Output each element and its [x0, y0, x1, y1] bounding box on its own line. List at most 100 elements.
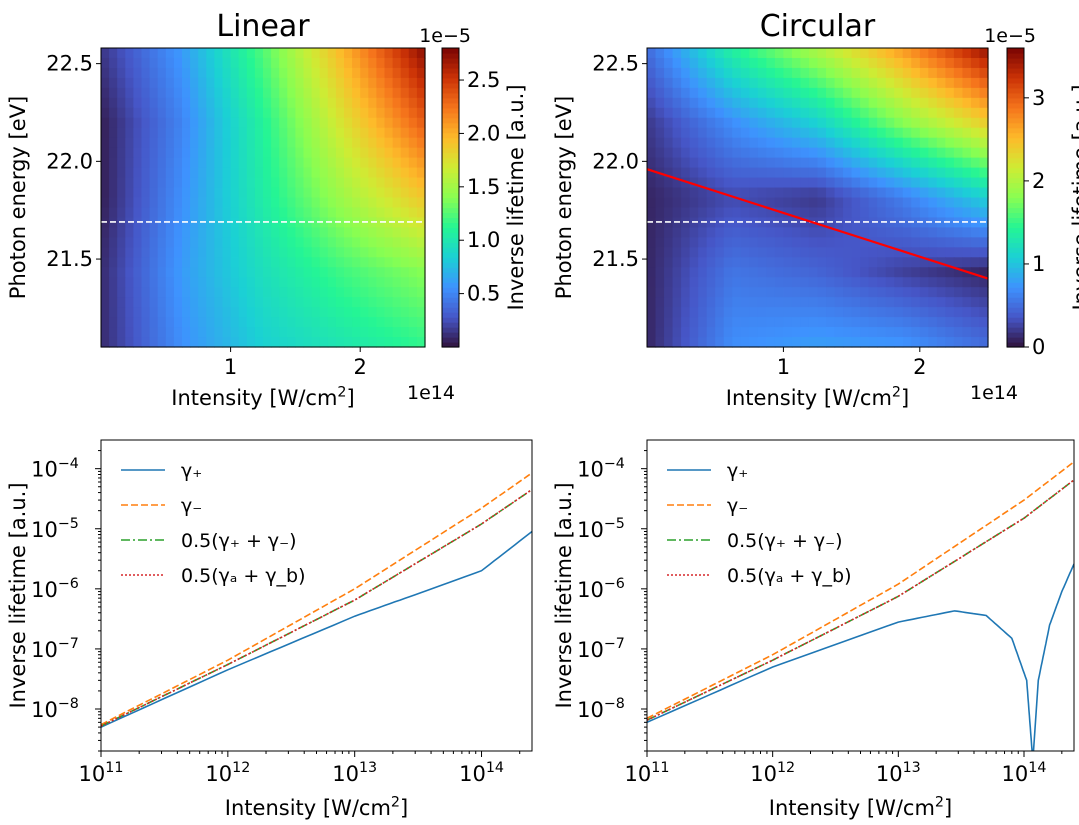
- heatmap-cell: [970, 77, 981, 89]
- heatmap-cell: [834, 48, 844, 59]
- heatmap-cell: [222, 48, 232, 59]
- heatmap-cell: [376, 147, 386, 159]
- heatmap-cell: [681, 327, 691, 338]
- heatmap-cell: [271, 247, 280, 258]
- heatmap-cell: [222, 147, 232, 159]
- heatmap-cell: [303, 97, 313, 109]
- heatmap-cell: [400, 117, 410, 129]
- heatmap-cell: [783, 57, 793, 69]
- colorbar-cell: [442, 57, 459, 64]
- heatmap-cell: [919, 167, 929, 179]
- heatmap-cell: [885, 67, 895, 79]
- heatmap-cell: [774, 87, 784, 99]
- heatmap-cell: [655, 147, 665, 159]
- heatmap-cell: [149, 48, 159, 59]
- colorbar-cell: [1007, 262, 1024, 268]
- heatmap-cell: [311, 257, 321, 268]
- heatmap-cell: [360, 137, 369, 149]
- heatmap-cell: [335, 247, 345, 258]
- heatmap-cell: [774, 177, 784, 189]
- heatmap-cell: [783, 177, 793, 189]
- heatmap-cell: [214, 127, 224, 139]
- heatmap-cell: [222, 277, 232, 288]
- heatmap-cell: [368, 57, 377, 69]
- series-group: [101, 472, 532, 728]
- heatmap-cell: [182, 107, 191, 119]
- heatmap-cell: [689, 267, 699, 278]
- heatmap-cell: [664, 297, 674, 308]
- heatmap-cell: [800, 237, 810, 248]
- heatmap-cell: [125, 277, 134, 288]
- heatmap-cell: [791, 127, 802, 139]
- heatmap-cell: [368, 247, 377, 258]
- heatmap-cell: [894, 267, 904, 278]
- colorbar-cell: [442, 48, 459, 54]
- heatmap-cell: [766, 217, 776, 228]
- heatmap-cell: [408, 267, 418, 278]
- colorbar-cell: [442, 232, 459, 238]
- heatmap-cell: [295, 48, 305, 59]
- heatmap-cell: [279, 207, 288, 219]
- heatmap-cell: [860, 227, 870, 238]
- heatmap-cell: [335, 257, 345, 268]
- heatmap-cell: [723, 207, 733, 219]
- heatmap-cell: [715, 257, 725, 268]
- heatmap-cell: [117, 337, 126, 348]
- heatmap-cell: [800, 107, 810, 119]
- heatmap-cell: [945, 237, 955, 248]
- heatmap-cell: [911, 117, 921, 129]
- heatmap-cell: [222, 267, 232, 278]
- heatmap-cell: [919, 127, 929, 139]
- heatmap-cell: [851, 147, 861, 159]
- heatmap-cell: [698, 77, 708, 89]
- heatmap-cell: [706, 207, 716, 219]
- heatmap-cell: [279, 177, 288, 189]
- heatmap-cell: [198, 127, 207, 139]
- heatmap-cell: [173, 307, 183, 318]
- heatmap-cell: [303, 167, 313, 179]
- heatmap-cell: [303, 87, 313, 99]
- heatmap-cell: [109, 287, 118, 298]
- colorbar-cell: [1007, 292, 1024, 298]
- heatmap-cell: [979, 267, 989, 278]
- heatmap-cell: [254, 337, 264, 348]
- heatmap-cell: [689, 97, 699, 109]
- heatmap-cell: [190, 257, 199, 268]
- heatmap-cell: [149, 227, 159, 238]
- heatmap-cell: [689, 107, 699, 119]
- heatmap-cell: [368, 127, 377, 139]
- heatmap-cell: [254, 67, 264, 79]
- heatmap-cell: [689, 237, 699, 248]
- heatmap-cell: [246, 117, 256, 129]
- colorbar-cell: [442, 92, 459, 99]
- heatmap-cell: [962, 227, 972, 238]
- heatmap-cell: [295, 57, 305, 69]
- heatmap-cell: [303, 137, 313, 149]
- heatmap-cell: [303, 297, 313, 308]
- heatmap-cell: [936, 327, 946, 338]
- heatmap-cell: [808, 137, 819, 149]
- heatmap-cell: [791, 257, 802, 268]
- heatmap-cell: [141, 127, 151, 139]
- heatmap-cell: [246, 327, 256, 338]
- heatmap-cell: [834, 307, 844, 318]
- heatmap-cell: [125, 137, 134, 149]
- heatmap-cell: [894, 257, 904, 268]
- heatmap-cell: [295, 197, 305, 209]
- heatmap-cell: [757, 77, 767, 89]
- heatmap-cell: [757, 57, 767, 69]
- heatmap-cell: [214, 167, 224, 179]
- heatmap-cell: [962, 157, 972, 169]
- heatmap-cell: [344, 267, 353, 278]
- heatmap-cell: [165, 297, 175, 308]
- heatmap-cell: [101, 87, 110, 99]
- heatmap-cell: [190, 287, 199, 298]
- heatmap-cell: [230, 337, 240, 348]
- heatmap-cell: [214, 57, 224, 69]
- heatmap-cell: [206, 177, 215, 189]
- heatmap-cell: [843, 177, 853, 189]
- heatmap-cell: [173, 137, 183, 149]
- heatmap-cell: [911, 327, 921, 338]
- heatmap-cell: [919, 257, 929, 268]
- heatmap-cell: [238, 167, 248, 179]
